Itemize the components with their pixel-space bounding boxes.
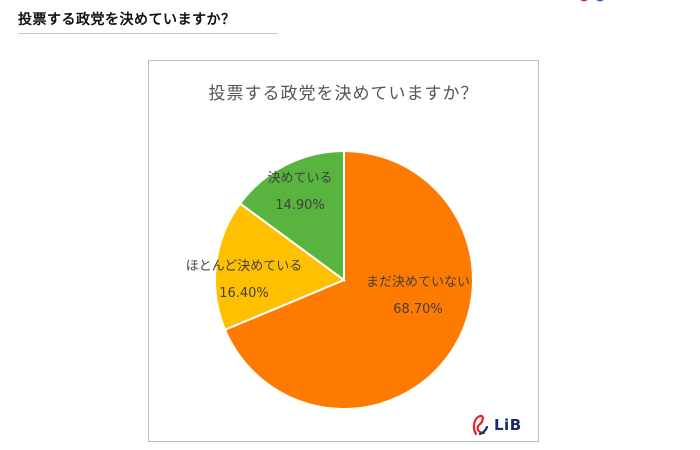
pie-slice: [223, 149, 474, 410]
pie-slice: [238, 149, 345, 282]
page-heading: 投票する政党を決めていますか？: [18, 12, 236, 28]
pie-slice: [214, 202, 347, 332]
slice-value-label: 14.90%: [275, 198, 325, 213]
chart-title: 投票する政党を決めていますか？: [208, 84, 479, 104]
slice-value-label: 16.40%: [219, 286, 269, 301]
slice-category-label: まだ決めていない: [366, 275, 470, 290]
lib-logo-mark: [472, 414, 489, 436]
slice-value-label: 68.70%: [393, 302, 443, 317]
lib-logo: LiB: [470, 414, 522, 436]
slice-category-label: 決めている: [267, 171, 332, 186]
slice-category-label: ほとんど決めている: [186, 259, 303, 274]
lib-logo-text: LiB: [494, 416, 522, 434]
heading-underline: [18, 33, 278, 34]
